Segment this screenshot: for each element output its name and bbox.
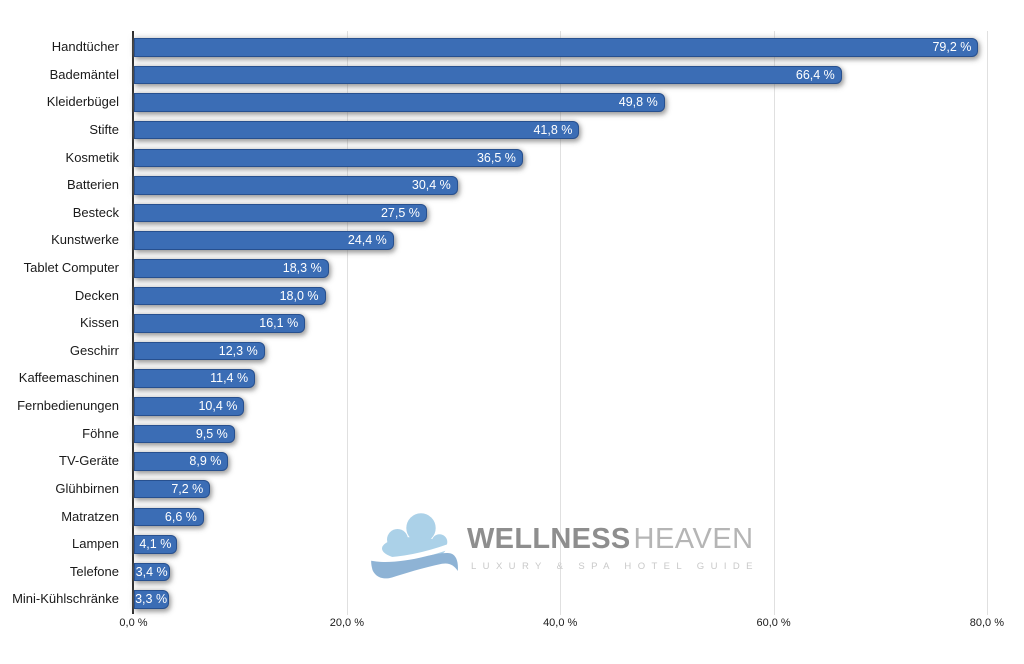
svg-text:WELLNESS: WELLNESS — [467, 523, 631, 555]
svg-text:LUXURY & SPA HOTEL GUIDE: LUXURY & SPA HOTEL GUIDE — [471, 561, 759, 572]
svg-text:HEAVEN: HEAVEN — [634, 523, 754, 555]
